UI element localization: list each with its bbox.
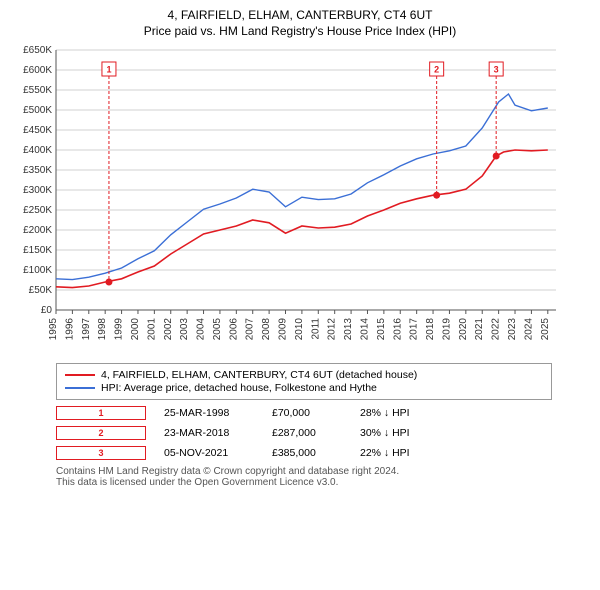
legend-item-hpi: HPI: Average price, detached house, Folk… bbox=[65, 382, 543, 394]
svg-text:£300K: £300K bbox=[23, 185, 52, 196]
svg-text:2013: 2013 bbox=[343, 318, 354, 341]
sale-date: 23-MAR-2018 bbox=[164, 427, 254, 439]
svg-text:2001: 2001 bbox=[146, 318, 157, 341]
price-chart: £0 £50K £100K £150K £200K £250K £300K £350K £400… bbox=[12, 44, 572, 354]
sale-marker-2: 2 bbox=[56, 426, 146, 440]
svg-text:£350K: £350K bbox=[23, 165, 52, 176]
svg-text:2: 2 bbox=[434, 65, 439, 75]
page-title: 4, FAIRFIELD, ELHAM, CANTERBURY, CT4 6UT bbox=[12, 8, 588, 22]
svg-text:£550K: £550K bbox=[23, 85, 52, 96]
svg-text:1996: 1996 bbox=[64, 318, 75, 341]
svg-text:1998: 1998 bbox=[97, 318, 108, 341]
legend-label: 4, FAIRFIELD, ELHAM, CANTERBURY, CT4 6UT… bbox=[101, 369, 417, 381]
legend-item-property: 4, FAIRFIELD, ELHAM, CANTERBURY, CT4 6UT… bbox=[65, 369, 543, 381]
sale-pct: 22% ↓ HPI bbox=[360, 447, 450, 459]
footer-line: This data is licensed under the Open Gov… bbox=[56, 477, 552, 488]
svg-text:2023: 2023 bbox=[507, 318, 518, 341]
page-subtitle: Price paid vs. HM Land Registry's House … bbox=[12, 24, 588, 38]
sale-row: 3 05-NOV-2021 £385,000 22% ↓ HPI bbox=[56, 446, 552, 460]
svg-text:1997: 1997 bbox=[81, 318, 92, 341]
svg-text:£200K: £200K bbox=[23, 225, 52, 236]
legend-label: HPI: Average price, detached house, Folk… bbox=[101, 382, 377, 394]
svg-text:£150K: £150K bbox=[23, 245, 52, 256]
svg-text:1999: 1999 bbox=[114, 318, 125, 341]
svg-text:2024: 2024 bbox=[523, 318, 534, 341]
svg-text:2006: 2006 bbox=[228, 318, 239, 341]
svg-text:2018: 2018 bbox=[425, 318, 436, 341]
svg-text:1: 1 bbox=[106, 65, 111, 75]
sale-date: 25-MAR-1998 bbox=[164, 407, 254, 419]
svg-text:2020: 2020 bbox=[458, 318, 469, 341]
svg-text:£0: £0 bbox=[41, 305, 53, 316]
sale-marker-3: 3 bbox=[56, 446, 146, 460]
footer-attribution: Contains HM Land Registry data © Crown c… bbox=[56, 466, 552, 488]
sale-row: 1 25-MAR-1998 £70,000 28% ↓ HPI bbox=[56, 406, 552, 420]
svg-text:£450K: £450K bbox=[23, 125, 52, 136]
svg-text:2004: 2004 bbox=[196, 318, 207, 341]
footer-line: Contains HM Land Registry data © Crown c… bbox=[56, 466, 552, 477]
sales-table: 1 25-MAR-1998 £70,000 28% ↓ HPI 2 23-MAR… bbox=[56, 406, 552, 460]
svg-text:2002: 2002 bbox=[163, 318, 174, 341]
sale-price: £287,000 bbox=[272, 427, 342, 439]
svg-text:2021: 2021 bbox=[474, 318, 485, 341]
svg-text:£50K: £50K bbox=[29, 285, 53, 296]
svg-text:£600K: £600K bbox=[23, 65, 52, 76]
svg-text:2003: 2003 bbox=[179, 318, 190, 341]
svg-text:2011: 2011 bbox=[310, 318, 321, 340]
legend-swatch bbox=[65, 387, 95, 389]
sale-date: 05-NOV-2021 bbox=[164, 447, 254, 459]
svg-text:£400K: £400K bbox=[23, 145, 52, 156]
svg-text:2012: 2012 bbox=[327, 318, 338, 341]
legend-swatch bbox=[65, 374, 95, 376]
svg-text:2007: 2007 bbox=[245, 318, 256, 341]
svg-text:£500K: £500K bbox=[23, 105, 52, 116]
chart-container: £0 £50K £100K £150K £200K £250K £300K £350K £400… bbox=[12, 44, 588, 359]
svg-text:1995: 1995 bbox=[48, 318, 59, 341]
sale-marker-1: 1 bbox=[56, 406, 146, 420]
svg-text:2022: 2022 bbox=[491, 318, 502, 341]
svg-text:2025: 2025 bbox=[540, 318, 551, 341]
sale-pct: 30% ↓ HPI bbox=[360, 427, 450, 439]
svg-text:£650K: £650K bbox=[23, 45, 52, 56]
sale-price: £70,000 bbox=[272, 407, 342, 419]
svg-text:2019: 2019 bbox=[441, 318, 452, 341]
svg-text:2005: 2005 bbox=[212, 318, 223, 341]
svg-text:£100K: £100K bbox=[23, 265, 52, 276]
svg-text:2000: 2000 bbox=[130, 318, 141, 341]
svg-text:2017: 2017 bbox=[409, 318, 420, 341]
sale-row: 2 23-MAR-2018 £287,000 30% ↓ HPI bbox=[56, 426, 552, 440]
svg-text:2008: 2008 bbox=[261, 318, 272, 341]
svg-text:3: 3 bbox=[494, 65, 499, 75]
svg-text:2016: 2016 bbox=[392, 318, 403, 341]
svg-text:2009: 2009 bbox=[278, 318, 289, 341]
legend-box: 4, FAIRFIELD, ELHAM, CANTERBURY, CT4 6UT… bbox=[56, 363, 552, 400]
sale-price: £385,000 bbox=[272, 447, 342, 459]
svg-text:2014: 2014 bbox=[359, 318, 370, 341]
svg-text:£250K: £250K bbox=[23, 205, 52, 216]
sale-pct: 28% ↓ HPI bbox=[360, 407, 450, 419]
svg-text:2010: 2010 bbox=[294, 318, 305, 341]
svg-text:2015: 2015 bbox=[376, 318, 387, 341]
